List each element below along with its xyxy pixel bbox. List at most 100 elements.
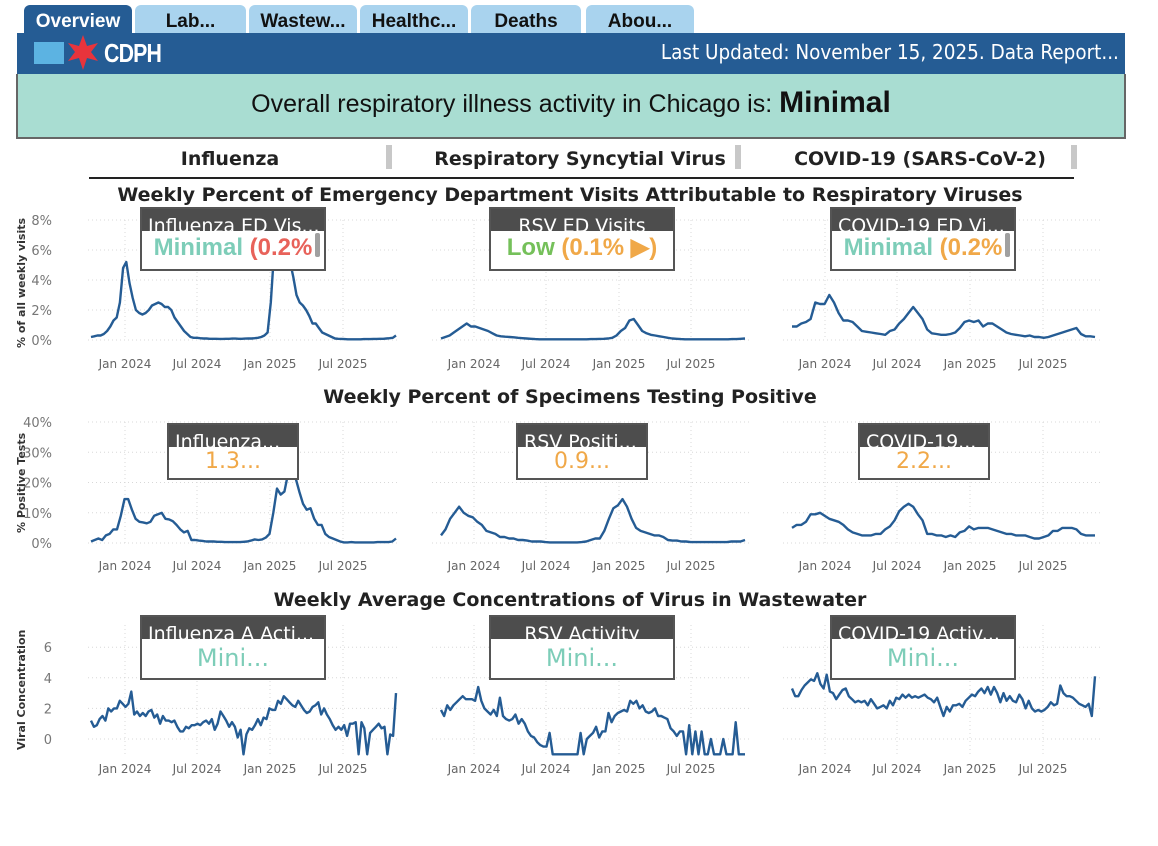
- card-ed-covid[interactable]: COVID-19 ED Vi... Minimal (0.2%: [830, 207, 1016, 271]
- x-tick-label: Jul 2025: [666, 762, 716, 776]
- virus-header-rsv: Respiratory Syncytial Virus: [434, 148, 726, 170]
- series-line-pos-flu: [90, 472, 397, 544]
- x-tick-label: Jul 2024: [521, 559, 571, 573]
- series-line-pos-rsv: [440, 497, 746, 544]
- series-line-ww-rsv: [439, 685, 745, 756]
- section-title-positivity: Weekly Percent of Specimens Testing Posi…: [323, 386, 817, 408]
- tab-bar: Overview Lab... Wastew... Healthc... Dea…: [24, 5, 694, 34]
- x-tick-label: Jan 2025: [243, 559, 297, 573]
- activity-level: Minimal: [153, 234, 243, 261]
- x-tick-label: Jul 2024: [172, 762, 222, 776]
- x-tick-label: Jul 2025: [318, 762, 368, 776]
- positivity-value: 1.3...: [205, 449, 261, 474]
- tab-lab[interactable]: Lab...: [135, 5, 246, 34]
- x-tick-label: Jan 2025: [592, 762, 646, 776]
- x-tick-label: Jul 2025: [318, 559, 368, 573]
- card-ww-rsv[interactable]: RSV Activity Mini...: [489, 615, 675, 680]
- x-tick-label: Jan 2024: [447, 357, 501, 371]
- positivity-value: 0.9...: [554, 449, 610, 474]
- x-tick-label: Jul 2025: [666, 559, 716, 573]
- x-tick-label: Jul 2024: [872, 559, 922, 573]
- tab-wastewater[interactable]: Wastew...: [249, 5, 357, 34]
- overall-activity-level: Minimal: [779, 86, 891, 119]
- x-tick-label: Jan 2025: [243, 762, 297, 776]
- x-tick-label: Jan 2024: [98, 559, 152, 573]
- tab-overview[interactable]: Overview: [24, 5, 132, 34]
- series-line-ed-flu: [90, 233, 397, 341]
- card-title: RSV Activity: [491, 617, 673, 639]
- column-divider: [1071, 145, 1077, 169]
- activity-value: (0.2%: [249, 234, 313, 261]
- x-tick-label: Jul 2024: [172, 559, 222, 573]
- wastewater-level: Mini...: [886, 644, 960, 672]
- x-tick-label: Jul 2025: [1018, 357, 1068, 371]
- y-tick-label: 4: [44, 672, 52, 687]
- y-tick-label: 10%: [23, 507, 52, 522]
- x-tick-label: Jan 2024: [98, 762, 152, 776]
- card-ed-influenza[interactable]: Influenza ED Vis... Minimal (0.2%: [140, 207, 326, 271]
- series-line-pos-covid: [791, 502, 1095, 540]
- virus-header-influenza: Influenza: [180, 148, 280, 170]
- card-scrollbar[interactable]: [1005, 233, 1010, 257]
- x-tick-label: Jul 2024: [172, 357, 222, 371]
- last-updated-text: Last Updated: November 15, 2025. Data Re…: [660, 40, 1119, 64]
- x-tick-label: Jan 2025: [592, 559, 646, 573]
- card-title: COVID-19 ED Vi...: [832, 209, 1014, 231]
- y-tick-label: 6: [44, 641, 52, 656]
- card-title: RSV ED Visits: [491, 209, 673, 231]
- x-tick-label: Jan 2024: [798, 357, 852, 371]
- x-tick-label: Jul 2024: [872, 762, 922, 776]
- card-ww-influenza[interactable]: Influenza A Acti... Mini...: [140, 615, 326, 680]
- y-tick-label: 2%: [31, 304, 52, 319]
- y-tick-label: 0%: [31, 537, 52, 552]
- section-title-wastewater: Weekly Average Concentrations of Virus i…: [273, 589, 867, 611]
- section-title-ed: Weekly Percent of Emergency Department V…: [117, 184, 1023, 206]
- y-tick-label: 0%: [31, 334, 52, 349]
- card-scrollbar[interactable]: [315, 233, 320, 257]
- card-pos-covid[interactable]: COVID-19... 2.2...: [858, 423, 990, 480]
- x-tick-label: Jul 2025: [1018, 762, 1068, 776]
- card-pos-rsv[interactable]: RSV Positi... 0.9...: [516, 423, 648, 480]
- x-tick-label: Jan 2025: [943, 762, 997, 776]
- series-line-ww-covid: [790, 672, 1097, 718]
- activity-level: Minimal: [843, 234, 933, 261]
- series-line-ed-rsv: [440, 317, 746, 341]
- x-tick-label: Jul 2025: [318, 357, 368, 371]
- positivity-value: 2.2...: [896, 449, 952, 474]
- x-tick-label: Jan 2025: [592, 357, 646, 371]
- x-tick-label: Jan 2025: [943, 559, 997, 573]
- x-tick-label: Jul 2025: [1018, 559, 1068, 573]
- wastewater-level: Mini...: [545, 644, 619, 672]
- card-title: Influenza A Acti...: [142, 617, 324, 639]
- card-ed-rsv[interactable]: RSV ED Visits Low (0.1% ▶): [489, 207, 675, 271]
- y-tick-label: 2: [44, 702, 52, 717]
- wastewater-level: Mini...: [196, 644, 270, 672]
- logo-square-icon: [34, 42, 64, 64]
- y-tick-label: 4%: [31, 274, 52, 289]
- card-pos-influenza[interactable]: Influenza... 1.3...: [167, 423, 299, 480]
- tab-healthcare[interactable]: Healthc...: [360, 5, 468, 34]
- banner-prefix: Overall respiratory illness activity in …: [251, 90, 780, 118]
- column-divider: [735, 145, 741, 169]
- tab-deaths[interactable]: Deaths: [471, 5, 581, 34]
- header-divider-line: [89, 177, 1074, 179]
- overall-activity-banner: Overall respiratory illness activity in …: [16, 74, 1126, 139]
- x-tick-label: Jan 2024: [798, 559, 852, 573]
- y-tick-label: 8%: [31, 214, 52, 229]
- series-line-ed-covid: [792, 293, 1096, 339]
- y-tick-label: 40%: [23, 416, 52, 431]
- activity-level: Low: [506, 234, 555, 261]
- series-line-ww-flu: [89, 690, 398, 756]
- y-tick-label: 20%: [23, 477, 52, 492]
- card-title: Influenza ED Vis...: [142, 209, 324, 231]
- tab-about[interactable]: Abou...: [586, 5, 694, 34]
- y-tick-label: 6%: [31, 244, 52, 259]
- logo-text: CDPH: [104, 38, 162, 68]
- card-title: COVID-19...: [860, 425, 988, 447]
- card-title: RSV Positi...: [518, 425, 646, 447]
- virus-header-covid: COVID-19 (SARS-CoV-2): [794, 148, 1046, 170]
- y-tick-label: 0: [44, 733, 52, 748]
- x-tick-label: Jan 2024: [798, 762, 852, 776]
- chicago-star-icon: [68, 35, 98, 70]
- card-ww-covid[interactable]: COVID-19 Activ... Mini...: [830, 615, 1016, 680]
